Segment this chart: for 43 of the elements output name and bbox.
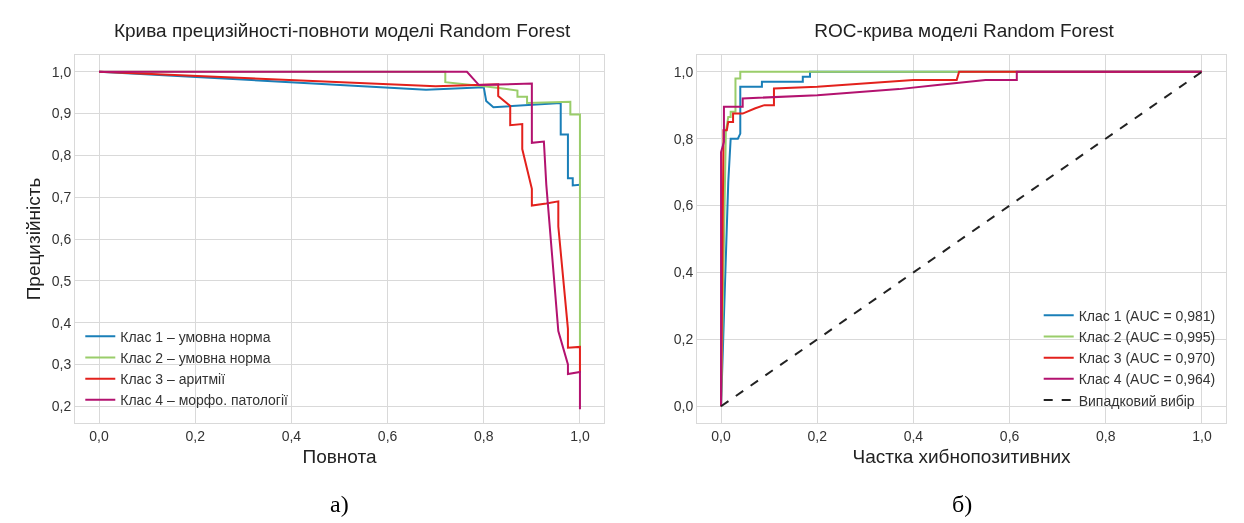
legend-label: Клас 1 – умовна норма bbox=[120, 328, 271, 345]
text: а) bbox=[330, 491, 349, 517]
chart-title: Крива прецизійності-повноти моделі Random Forest bbox=[114, 19, 571, 41]
x-axis-title: Повнота bbox=[302, 445, 377, 467]
text: б) bbox=[952, 491, 973, 517]
legend-label: Клас 2 (AUC = 0,995) bbox=[1078, 328, 1216, 345]
x-tick-label: 0,8 bbox=[1096, 427, 1116, 444]
y-tick-label: 0,4 bbox=[673, 264, 694, 281]
y-tick-label: 0,4 bbox=[51, 314, 72, 331]
legend-label: Клас 3 – аритмії bbox=[120, 371, 226, 388]
legend-label: Випадковий вибір bbox=[1078, 392, 1195, 409]
legend-label: Клас 3 (AUC = 0,970) bbox=[1078, 350, 1216, 367]
x-tick-label: 0,4 bbox=[281, 427, 302, 444]
y-tick-label: 0,2 bbox=[673, 331, 694, 348]
y-tick-label: 0,6 bbox=[673, 197, 694, 214]
x-tick-label: 0,0 bbox=[89, 427, 109, 444]
legend-label: Клас 4 – морфо. патології bbox=[120, 392, 289, 409]
y-axis-title: Прецизійність bbox=[22, 177, 44, 301]
y-tick-label: 0,5 bbox=[51, 272, 72, 289]
y-tick-label: 0,9 bbox=[51, 105, 72, 122]
legend-label: Клас 2 – умовна норма bbox=[120, 349, 271, 366]
x-tick-label: 1,0 bbox=[1192, 427, 1212, 444]
x-axis-title: Частка хибнопозитивних bbox=[852, 445, 1072, 467]
x-tick-label: 1,0 bbox=[570, 427, 590, 444]
y-tick-label: 0,8 bbox=[673, 130, 694, 147]
y-tick-label: 0,0 bbox=[673, 398, 694, 415]
x-tick-label: 0,6 bbox=[377, 427, 398, 444]
y-tick-label: 0,3 bbox=[51, 356, 72, 373]
x-tick-label: 0,2 bbox=[807, 427, 828, 444]
x-tick-label: 0,6 bbox=[999, 427, 1020, 444]
legend-label: Клас 4 (AUC = 0,964) bbox=[1078, 371, 1216, 388]
x-tick-label: 0,4 bbox=[903, 427, 924, 444]
y-tick-label: 0,6 bbox=[51, 230, 72, 247]
x-tick-label: 0,0 bbox=[711, 427, 731, 444]
y-tick-label: 0,7 bbox=[51, 189, 72, 206]
x-tick-label: 0,2 bbox=[185, 427, 206, 444]
y-tick-label: 1,0 bbox=[673, 63, 694, 80]
y-tick-label: 0,8 bbox=[51, 147, 72, 164]
x-tick-label: 0,8 bbox=[474, 427, 494, 444]
y-tick-label: 1,0 bbox=[51, 63, 72, 80]
chart-title: ROC-крива моделі Random Forest bbox=[814, 19, 1115, 41]
y-tick-label: 0,2 bbox=[51, 398, 72, 415]
legend-label: Клас 1 (AUC = 0,981) bbox=[1078, 307, 1216, 324]
